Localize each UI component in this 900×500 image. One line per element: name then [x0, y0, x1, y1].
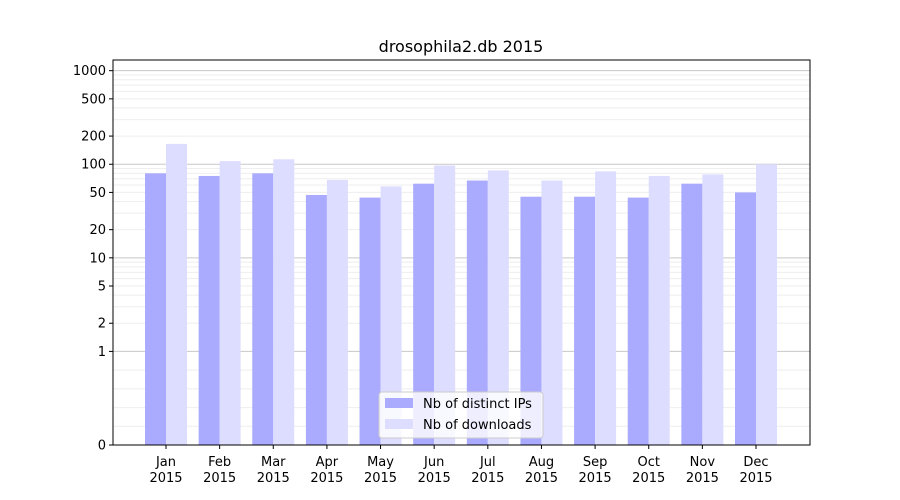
bar-distinct-ips-dec	[735, 192, 756, 445]
bar-distinct-ips-feb	[198, 175, 220, 445]
bar-downloads-mar	[273, 159, 295, 446]
x-tick-label-month: Oct	[637, 455, 659, 470]
x-tick-label-year: 2015	[364, 471, 397, 486]
bar-distinct-ips-jul	[466, 180, 488, 446]
y-tick-label: 2	[98, 317, 106, 332]
bars	[145, 143, 777, 446]
x-axis: Jan2015Feb2015Mar2015Apr2015May2015Jun20…	[149, 445, 773, 486]
x-tick-label-year: 2015	[418, 471, 451, 486]
x-tick-label-year: 2015	[579, 471, 612, 486]
bar-downloads-oct	[648, 175, 670, 445]
x-tick-label-month: Nov	[690, 455, 716, 470]
y-tick-label: 1000	[73, 64, 106, 79]
x-tick-label-month: Dec	[743, 455, 768, 470]
legend-label-distinct-ips: Nb of distinct IPs	[423, 397, 532, 412]
legend-swatch-distinct-ips	[385, 398, 413, 408]
y-tick-label: 50	[89, 186, 106, 201]
x-tick-label-year: 2015	[632, 471, 665, 486]
x-tick-label-month: Feb	[208, 455, 231, 470]
y-tick-label: 200	[81, 130, 106, 145]
bar-downloads-nov	[702, 174, 724, 445]
bar-downloads-sep	[595, 171, 617, 445]
bar-distinct-ips-jan	[145, 173, 166, 445]
y-tick-label: 100	[81, 158, 106, 173]
y-tick-label: 0	[98, 439, 106, 454]
x-tick-label-month: Apr	[316, 455, 339, 470]
x-tick-label-year: 2015	[310, 471, 343, 486]
bar-distinct-ips-jun	[413, 183, 435, 445]
bar-downloads-jun	[434, 165, 456, 446]
bar-distinct-ips-sep	[574, 196, 596, 445]
bar-distinct-ips-oct	[627, 197, 649, 445]
x-tick-label-month: Jan	[155, 455, 176, 470]
legend-swatch-downloads	[385, 419, 413, 429]
x-tick-label-year: 2015	[739, 471, 772, 486]
y-tick-label: 5	[98, 280, 106, 295]
x-tick-label-month: Sep	[583, 455, 608, 470]
legend: Nb of distinct IPs Nb of downloads	[378, 391, 544, 439]
x-tick-label-month: Jun	[423, 455, 444, 470]
bar-downloads-jul	[487, 170, 509, 445]
y-tick-label: 1	[98, 345, 106, 360]
y-tick-label: 20	[89, 223, 106, 238]
y-tick-label: 10	[89, 251, 106, 266]
legend-label-downloads: Nb of downloads	[423, 418, 532, 433]
bar-downloads-aug	[541, 180, 563, 446]
bar-downloads-jan	[166, 143, 187, 445]
legend-box	[378, 391, 544, 439]
x-tick-label-year: 2015	[525, 471, 558, 486]
bar-distinct-ips-aug	[520, 196, 542, 445]
bar-distinct-ips-mar	[252, 173, 274, 445]
plot-frame	[112, 59, 811, 446]
x-tick-label-month: Aug	[529, 455, 554, 470]
chart-title: drosophila2.db 2015	[379, 37, 544, 56]
bar-downloads-feb	[219, 161, 241, 445]
bar-downloads-apr	[326, 179, 348, 445]
bar-distinct-ips-apr	[305, 194, 327, 445]
x-tick-label-year: 2015	[257, 471, 290, 486]
y-tick-label: 500	[81, 92, 106, 107]
x-tick-label-year: 2015	[203, 471, 236, 486]
y-axis: 0 1 2 5 10 20 50 100 200 500 1000	[73, 64, 113, 454]
bar-downloads-may	[380, 186, 402, 445]
bar-downloads-dec	[756, 164, 777, 445]
x-tick-label-year: 2015	[471, 471, 504, 486]
bar-distinct-ips-nov	[681, 183, 703, 445]
x-tick-label-year: 2015	[686, 471, 719, 486]
x-tick-label-month: Jul	[479, 455, 496, 470]
x-tick-label-month: Mar	[261, 455, 286, 470]
x-tick-label-year: 2015	[149, 471, 182, 486]
bar-distinct-ips-may	[359, 197, 381, 445]
x-tick-label-month: May	[367, 455, 394, 470]
